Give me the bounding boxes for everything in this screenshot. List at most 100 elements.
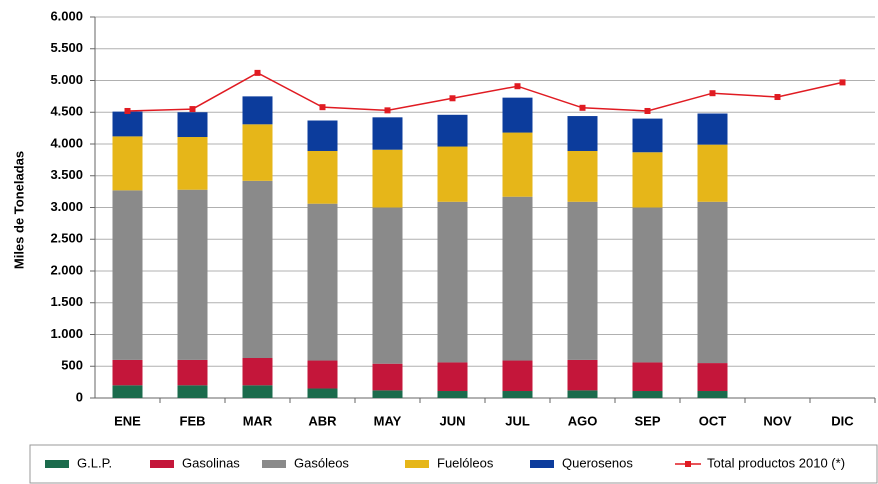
- bar-segment: [697, 391, 728, 398]
- line-marker: [254, 69, 261, 76]
- bar-segment: [502, 132, 533, 197]
- bar-segment: [632, 362, 663, 392]
- bar-segment: [567, 150, 598, 202]
- bar-segment: [177, 137, 208, 190]
- x-tick-label: MAY: [374, 413, 402, 428]
- x-tick-label: JUN: [439, 413, 465, 428]
- bar-segment: [567, 201, 598, 360]
- line-marker: [644, 107, 651, 114]
- bar-segment: [372, 390, 403, 398]
- legend-swatch: [45, 460, 69, 468]
- x-tick-label: SEP: [634, 413, 660, 428]
- legend-label: Gasóleos: [294, 455, 349, 470]
- bar-segment: [112, 190, 143, 360]
- legend-swatch: [685, 461, 691, 467]
- x-tick-label: JUL: [505, 413, 530, 428]
- bar-segment: [177, 112, 208, 138]
- bar-segment: [502, 391, 533, 398]
- bar-segment: [112, 111, 143, 137]
- line-marker: [514, 83, 521, 90]
- x-tick-label: ENE: [114, 413, 141, 428]
- bar-segment: [697, 144, 728, 202]
- bar-segment: [372, 149, 403, 208]
- bar-segment: [372, 207, 403, 364]
- bar-segment: [242, 124, 273, 181]
- x-tick-label: ABR: [308, 413, 337, 428]
- x-tick-label: AGO: [568, 413, 598, 428]
- bar-segment: [437, 362, 468, 392]
- bar-segment: [307, 360, 338, 389]
- bar-segment: [567, 359, 598, 391]
- x-tick-label: MAR: [243, 413, 273, 428]
- bar-segment: [307, 150, 338, 204]
- bar-segment: [177, 385, 208, 398]
- y-axis-title: Miles de Toneladas: [11, 151, 26, 269]
- bar-segment: [242, 96, 273, 125]
- line-marker: [709, 90, 716, 97]
- line-marker: [449, 95, 456, 102]
- bar-segment: [177, 189, 208, 360]
- bar-segment: [502, 360, 533, 392]
- legend-swatch: [262, 460, 286, 468]
- line-marker: [774, 94, 781, 101]
- legend-box: [29, 444, 878, 484]
- x-tick-label: FEB: [180, 413, 206, 428]
- y-tick-label: 6.000: [50, 8, 83, 23]
- bar-segment: [112, 136, 143, 191]
- bar-segment: [632, 152, 663, 208]
- y-tick-label: 5.500: [50, 40, 83, 55]
- y-tick-label: 1.500: [50, 294, 83, 309]
- y-tick-label: 2.500: [50, 231, 83, 246]
- bar-segment: [307, 388, 338, 398]
- legend-label: Querosenos: [562, 455, 633, 470]
- legend-label: Total productos 2010 (*): [707, 455, 845, 470]
- line-marker: [124, 107, 131, 114]
- bar-segment: [697, 113, 728, 145]
- bar-segment: [632, 207, 663, 363]
- line-marker: [189, 106, 196, 113]
- legend-swatch: [150, 460, 174, 468]
- bar-segment: [372, 363, 403, 391]
- y-tick-label: 1.000: [50, 326, 83, 341]
- legend-swatch: [530, 460, 554, 468]
- line-marker: [384, 107, 391, 114]
- bar-segment: [697, 363, 728, 392]
- bar-segment: [437, 146, 468, 202]
- bar-segment: [112, 359, 143, 386]
- bar-segment: [307, 120, 338, 151]
- y-tick-label: 4.500: [50, 104, 83, 119]
- bar-segment: [502, 97, 533, 133]
- x-tick-label: NOV: [763, 413, 792, 428]
- bar-segment: [437, 114, 468, 147]
- bar-segment: [567, 390, 598, 398]
- x-tick-label: OCT: [699, 413, 727, 428]
- bar-segment: [502, 196, 533, 361]
- y-tick-label: 4.000: [50, 135, 83, 150]
- bar-segment: [567, 116, 598, 151]
- line: [127, 72, 843, 112]
- bar-segment: [242, 385, 273, 398]
- x-tick-label: DIC: [831, 413, 854, 428]
- legend-label: G.L.P.: [77, 455, 112, 470]
- bar-segment: [437, 391, 468, 398]
- legend-label: Fuelóleos: [437, 455, 494, 470]
- bar-segment: [242, 180, 273, 358]
- y-tick-label: 500: [61, 358, 83, 373]
- y-tick-label: 0: [76, 389, 83, 404]
- line-marker: [839, 79, 846, 86]
- bar-segment: [437, 201, 468, 363]
- bar-segment: [632, 391, 663, 398]
- line-marker: [579, 104, 586, 111]
- bar-segment: [697, 201, 728, 364]
- bar-segment: [632, 118, 663, 153]
- y-tick-label: 5.000: [50, 72, 83, 87]
- bar-segment: [307, 203, 338, 361]
- y-tick-label: 2.000: [50, 262, 83, 277]
- bar-segment: [242, 357, 273, 386]
- bar-segment: [372, 117, 403, 150]
- bar-segment: [112, 385, 143, 398]
- legend-swatch: [405, 460, 429, 468]
- legend-label: Gasolinas: [182, 455, 240, 470]
- y-tick-label: 3.000: [50, 199, 83, 214]
